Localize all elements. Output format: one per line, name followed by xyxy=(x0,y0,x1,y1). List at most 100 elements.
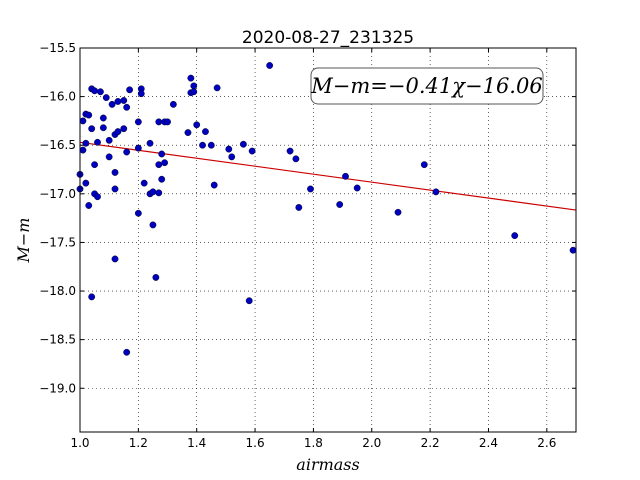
data-point xyxy=(164,118,171,126)
data-points xyxy=(76,62,577,356)
data-point xyxy=(120,97,128,104)
y-tick-label: −16.0 xyxy=(39,90,76,104)
x-tick-label: 2.0 xyxy=(362,436,381,450)
data-point xyxy=(134,144,142,152)
data-point xyxy=(111,169,119,176)
data-point xyxy=(193,121,201,129)
y-tick-label: −19.0 xyxy=(39,381,76,395)
y-tick-label: −18.5 xyxy=(39,333,76,347)
x-tick-label: 1.6 xyxy=(246,436,265,450)
chart-title: 2020-08-27_231325 xyxy=(242,28,414,48)
data-point xyxy=(342,172,349,180)
x-tick-label: 2.2 xyxy=(421,436,440,450)
data-point xyxy=(155,161,163,169)
data-point xyxy=(307,185,314,193)
y-tick-label: −17.5 xyxy=(39,235,76,249)
data-point xyxy=(149,188,157,196)
data-point xyxy=(123,348,131,356)
data-point xyxy=(199,141,206,149)
x-tick-label: 1.4 xyxy=(187,436,206,450)
data-point xyxy=(158,150,166,158)
data-point xyxy=(245,297,253,305)
y-axis-label: M−m xyxy=(14,218,33,264)
data-point xyxy=(336,201,344,208)
data-point xyxy=(102,94,110,101)
data-point xyxy=(99,114,107,122)
data-point xyxy=(91,87,98,95)
data-point xyxy=(225,145,233,153)
data-point xyxy=(266,62,274,69)
data-point xyxy=(123,103,131,111)
data-point xyxy=(82,139,90,147)
data-point xyxy=(292,155,300,163)
data-point xyxy=(94,138,101,146)
data-point xyxy=(111,185,119,193)
fit-line xyxy=(79,141,577,211)
data-point xyxy=(511,232,519,240)
data-point xyxy=(158,175,166,183)
data-point xyxy=(420,161,428,169)
x-tick-label: 1.0 xyxy=(70,436,89,450)
data-point xyxy=(187,74,195,82)
fit-equation: M−m=−0.41χ−16.06 xyxy=(310,74,542,98)
data-point xyxy=(184,129,192,136)
data-point xyxy=(82,179,90,187)
y-tick-label: −16.5 xyxy=(39,138,76,152)
data-point xyxy=(190,88,198,96)
data-point xyxy=(286,147,294,155)
data-point xyxy=(207,141,215,149)
data-point xyxy=(149,221,157,229)
y-tick-label: −18.0 xyxy=(39,284,76,298)
data-point xyxy=(134,209,142,217)
data-point xyxy=(569,246,577,254)
data-point xyxy=(126,86,134,94)
data-point xyxy=(85,111,93,119)
data-point xyxy=(134,118,142,126)
data-point xyxy=(210,181,218,189)
data-point xyxy=(394,208,402,216)
data-point xyxy=(88,293,96,301)
data-point xyxy=(239,140,247,148)
data-point xyxy=(146,139,154,147)
data-point xyxy=(85,202,93,209)
x-tick-label: 1.8 xyxy=(304,436,323,450)
data-point xyxy=(108,100,116,108)
data-point xyxy=(152,274,160,281)
data-point xyxy=(155,189,163,197)
data-point xyxy=(123,148,131,156)
data-point xyxy=(111,255,119,263)
annotation-box xyxy=(310,67,544,105)
data-point xyxy=(105,136,113,144)
fit-annotation: M−m=−0.41χ−16.06 xyxy=(310,67,544,105)
data-point xyxy=(228,153,236,161)
data-point xyxy=(155,118,163,126)
data-point xyxy=(137,90,145,98)
data-point xyxy=(91,161,98,169)
x-axis-label: airmass xyxy=(296,455,359,474)
data-point xyxy=(169,100,177,108)
plot-frame xyxy=(79,47,577,433)
data-point xyxy=(114,128,122,136)
grid-lines xyxy=(80,48,576,432)
x-tick-label: 2.4 xyxy=(479,436,498,450)
data-point xyxy=(105,153,113,161)
data-point xyxy=(97,88,104,96)
x-tick-label: 2.6 xyxy=(537,436,556,450)
data-point xyxy=(99,124,107,132)
data-point xyxy=(120,125,128,133)
x-tick-label: 1.2 xyxy=(129,436,148,450)
data-point xyxy=(79,146,87,154)
data-point xyxy=(213,84,221,92)
y-tick-label: −17.0 xyxy=(39,187,76,201)
data-point xyxy=(140,179,148,187)
data-point xyxy=(353,184,361,192)
data-point xyxy=(88,125,96,133)
data-point xyxy=(161,159,169,167)
axis-ticks: 1.0 1.2 1.4 1.6 1.8 2.0 2.2 2.4 2.6 −15.5 −16.0 −16… xyxy=(39,41,576,450)
fit-line-layer xyxy=(79,141,577,211)
data-point xyxy=(114,98,122,105)
data-point xyxy=(432,188,440,196)
data-point xyxy=(94,193,101,201)
y-tick-label: −15.5 xyxy=(39,41,76,55)
